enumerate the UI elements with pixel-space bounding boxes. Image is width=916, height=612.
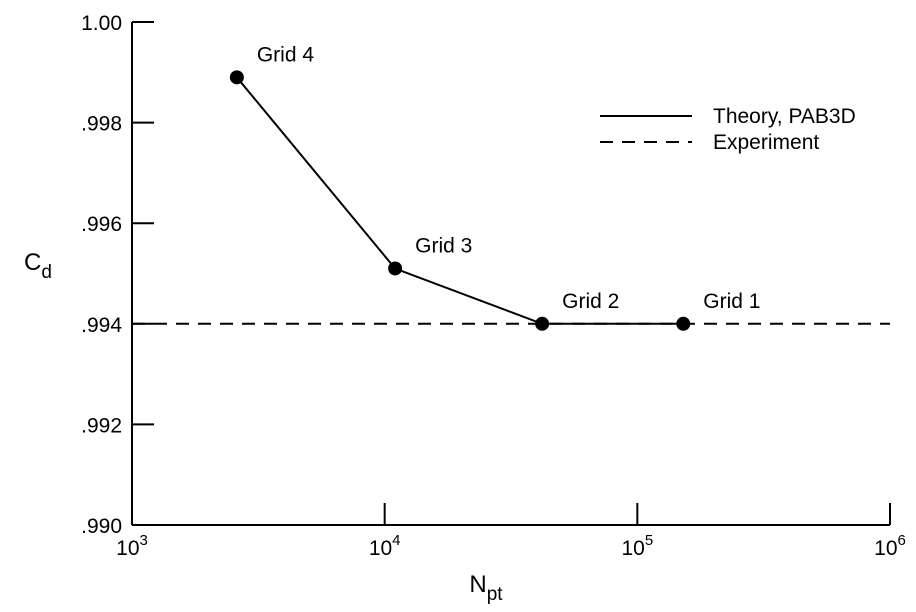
theory-point-0 xyxy=(229,70,244,85)
legend: Theory, PAB3D Experiment xyxy=(600,105,856,154)
point-labels: Grid 4 Grid 3 Grid 2 Grid 1 xyxy=(257,43,761,312)
point-label-0: Grid 4 xyxy=(257,43,315,66)
y-tick-label-1: .992 xyxy=(81,414,122,437)
x-ticks: 103 104 105 106 xyxy=(116,503,906,560)
theory-point-1 xyxy=(388,261,403,276)
series-theory xyxy=(229,70,691,331)
point-label-2: Grid 2 xyxy=(562,290,619,313)
theory-line xyxy=(236,76,684,325)
x-tick-label-0: 103 xyxy=(116,532,148,560)
y-axis-label-main: C xyxy=(24,249,41,276)
x-tick-label-1: 104 xyxy=(369,532,401,560)
y-tick-label-3: .996 xyxy=(81,213,122,236)
svg-text:Npt: Npt xyxy=(469,571,503,605)
axes xyxy=(131,22,890,526)
theory-point-3 xyxy=(676,316,691,331)
legend-label-experiment: Experiment xyxy=(713,131,819,154)
x-tick-label-3: 106 xyxy=(874,532,906,560)
y-ticks: .990 .992 .994 .996 .998 1.00 xyxy=(81,12,154,538)
point-label-1: Grid 3 xyxy=(415,234,472,257)
x-axis-label-sub: pt xyxy=(487,584,504,605)
x-axis-label-main: N xyxy=(469,571,486,598)
y-tick-label-5: 1.00 xyxy=(81,12,122,35)
point-label-3: Grid 1 xyxy=(703,290,760,313)
y-axis-label-sub: d xyxy=(41,262,52,283)
svg-text:Cd: Cd xyxy=(24,249,52,283)
legend-label-theory: Theory, PAB3D xyxy=(713,105,856,128)
theory-point-2 xyxy=(535,316,550,331)
y-tick-label-0: .990 xyxy=(81,515,122,538)
y-axis-label: Cd xyxy=(24,249,52,283)
x-tick-label-2: 105 xyxy=(621,532,653,560)
x-axis-label: Npt xyxy=(469,571,503,605)
y-tick-label-4: .998 xyxy=(81,113,122,136)
y-tick-label-2: .994 xyxy=(81,314,122,337)
